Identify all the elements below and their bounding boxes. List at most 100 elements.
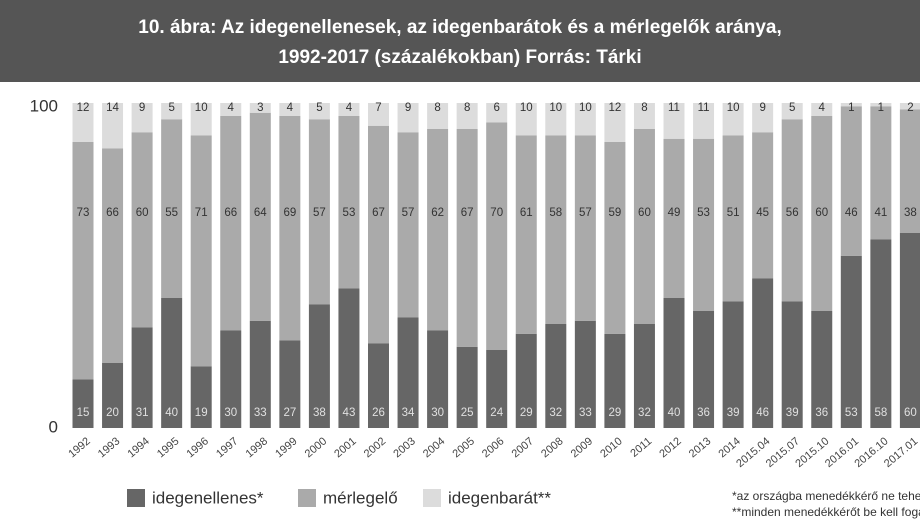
bar-segment <box>279 340 301 428</box>
x-tick-label: 2010 <box>598 435 624 460</box>
legend-swatch <box>298 489 316 507</box>
value-label: 8 <box>641 102 647 114</box>
value-label: 36 <box>697 407 710 419</box>
value-label: 7 <box>375 102 381 114</box>
value-label: 4 <box>819 102 826 114</box>
footnote: **minden menedékkérőt be kell fogadni <box>732 505 920 519</box>
x-tick-label: 2012 <box>657 435 683 460</box>
bar-segment <box>456 346 478 428</box>
bar-segment <box>633 129 655 324</box>
value-label: 67 <box>461 207 474 219</box>
bar-segment <box>190 103 212 136</box>
bar-segment <box>308 304 330 428</box>
value-label: 6 <box>493 102 499 114</box>
x-tick-label: 2001 <box>332 435 358 460</box>
value-label: 14 <box>106 102 119 114</box>
x-tick-label: 2006 <box>480 435 506 460</box>
x-tick-label: 1997 <box>214 435 240 460</box>
bar-segment <box>870 239 892 428</box>
value-label: 59 <box>609 207 622 219</box>
chart-title: 10. ábra: Az idegenellenesek, az idegenb… <box>138 17 781 38</box>
bar-segment <box>72 379 94 428</box>
value-label: 4 <box>346 102 353 114</box>
y-tick-label: 0 <box>49 417 58 436</box>
bar-segment <box>190 135 212 367</box>
bar-segment <box>338 116 360 289</box>
value-label: 26 <box>372 407 385 419</box>
bar-segment <box>693 103 715 139</box>
bar-segment <box>545 324 567 428</box>
value-label: 62 <box>431 207 444 219</box>
value-label: 10 <box>195 102 208 114</box>
bar-segment <box>633 103 655 129</box>
value-label: 5 <box>168 102 174 114</box>
bar-segment <box>722 301 744 428</box>
bar-segment <box>456 129 478 347</box>
bar-segment <box>220 116 242 331</box>
value-label: 38 <box>313 407 326 419</box>
value-label: 30 <box>431 407 444 419</box>
value-label: 8 <box>464 102 470 114</box>
value-label: 2 <box>907 102 913 114</box>
bar-segment <box>427 103 449 129</box>
legend-swatch <box>127 489 145 507</box>
x-tick-label: 1995 <box>155 435 181 460</box>
value-label: 29 <box>520 407 533 419</box>
bar-segment <box>811 116 833 311</box>
value-label: 53 <box>697 207 710 219</box>
value-label: 11 <box>698 102 710 114</box>
x-tick-label: 2004 <box>421 435 447 460</box>
value-label: 9 <box>405 102 411 114</box>
value-label: 29 <box>609 407 622 419</box>
bar-segment <box>190 366 212 428</box>
value-label: 5 <box>316 102 322 114</box>
bar-segment <box>338 288 360 428</box>
bar-segment <box>693 311 715 428</box>
y-tick-label: 100 <box>30 96 58 115</box>
bar-segment <box>663 103 685 139</box>
x-tick-label: 1999 <box>273 435 299 460</box>
bar-segment <box>249 103 271 113</box>
value-label: 53 <box>343 207 356 219</box>
bar-segment <box>397 103 419 133</box>
value-label: 49 <box>668 207 681 219</box>
value-label: 40 <box>165 407 178 419</box>
value-label: 58 <box>874 407 887 419</box>
value-label: 56 <box>786 207 799 219</box>
bar-segment <box>220 103 242 116</box>
legend-label: idegenbarát** <box>448 488 551 507</box>
value-label: 24 <box>490 407 503 419</box>
value-label: 40 <box>668 407 681 419</box>
bar-segment <box>102 103 124 149</box>
value-label: 4 <box>287 102 294 114</box>
value-label: 12 <box>77 102 90 114</box>
bar-segment <box>131 132 153 328</box>
bar-segment <box>368 343 389 428</box>
x-tick-label: 2011 <box>628 435 654 459</box>
value-label: 15 <box>77 407 90 419</box>
bar-segment <box>338 103 360 116</box>
value-label: 4 <box>228 102 235 114</box>
value-label: 9 <box>139 102 145 114</box>
x-tick-label: 2008 <box>539 435 565 460</box>
bar-segment <box>131 327 153 428</box>
bar-segment <box>102 148 124 363</box>
value-label: 39 <box>727 407 740 419</box>
value-label: 30 <box>224 407 237 419</box>
value-label: 36 <box>815 407 828 419</box>
bar-segment <box>279 103 301 116</box>
legend-swatch <box>423 489 441 507</box>
bar-segment <box>781 103 803 120</box>
bar-segment <box>604 142 626 334</box>
value-label: 57 <box>402 207 415 219</box>
bar-segment <box>249 320 271 428</box>
value-label: 69 <box>283 207 296 219</box>
value-label: 32 <box>638 407 651 419</box>
value-label: 51 <box>727 207 740 219</box>
bar-segment <box>899 233 920 428</box>
value-label: 60 <box>815 207 828 219</box>
x-tick-label: 1994 <box>125 435 151 460</box>
value-label: 11 <box>668 102 680 114</box>
bar-segment <box>427 129 449 331</box>
value-label: 67 <box>372 207 385 219</box>
